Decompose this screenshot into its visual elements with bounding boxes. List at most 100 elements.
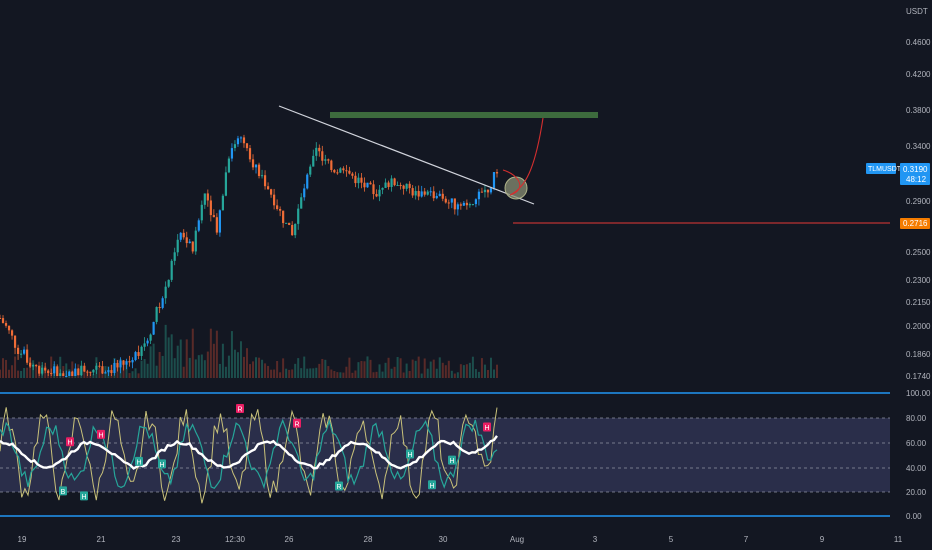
candle[interactable] (309, 164, 312, 178)
candle[interactable] (224, 166, 228, 197)
candle[interactable] (227, 156, 231, 174)
candle[interactable] (276, 199, 279, 211)
candle[interactable] (68, 370, 71, 376)
candle[interactable] (393, 177, 396, 187)
candle[interactable] (86, 369, 89, 376)
candle[interactable] (116, 359, 119, 372)
candle[interactable] (312, 149, 315, 167)
candle[interactable] (411, 185, 414, 198)
candle[interactable] (402, 184, 405, 195)
candle[interactable] (432, 186, 435, 202)
candle[interactable] (426, 189, 429, 196)
divergence-marker[interactable]: H (158, 459, 166, 469)
candle[interactable] (38, 365, 41, 376)
candle[interactable] (0, 314, 2, 319)
candle[interactable] (98, 361, 101, 368)
candle[interactable] (459, 202, 462, 210)
candle[interactable] (221, 193, 224, 211)
candle[interactable] (22, 346, 26, 356)
candle[interactable] (336, 169, 339, 175)
divergence-marker[interactable]: H (428, 480, 436, 490)
candle[interactable] (203, 193, 206, 209)
candle[interactable] (263, 170, 267, 190)
candle[interactable] (257, 162, 261, 179)
candle[interactable] (456, 202, 459, 216)
candle[interactable] (306, 173, 309, 190)
divergence-marker[interactable]: B (59, 486, 67, 496)
divergence-marker[interactable]: H (135, 456, 143, 467)
candle[interactable] (110, 364, 113, 376)
candle[interactable] (143, 337, 146, 351)
descending-trendline[interactable] (278, 105, 535, 205)
candle[interactable] (113, 358, 116, 376)
candle[interactable] (152, 321, 155, 336)
candle[interactable] (185, 231, 188, 248)
candle[interactable] (71, 370, 74, 376)
candle[interactable] (330, 159, 333, 173)
candle[interactable] (372, 180, 375, 200)
candle[interactable] (119, 357, 122, 374)
candle[interactable] (477, 188, 481, 206)
candle[interactable] (447, 199, 450, 209)
candle[interactable] (89, 371, 92, 376)
candle[interactable] (378, 184, 381, 202)
candle[interactable] (131, 357, 134, 369)
candle[interactable] (1, 315, 5, 324)
candle[interactable] (495, 169, 499, 178)
candle[interactable] (297, 204, 300, 230)
candle[interactable] (384, 178, 387, 188)
candle[interactable] (429, 187, 432, 197)
candle[interactable] (92, 369, 95, 376)
candle[interactable] (254, 164, 258, 174)
candle[interactable] (41, 362, 44, 376)
candle[interactable] (441, 188, 444, 202)
projection-curve[interactable] (502, 117, 544, 196)
candle[interactable] (342, 166, 345, 174)
candle[interactable] (333, 168, 336, 174)
candle[interactable] (176, 234, 179, 257)
candle[interactable] (230, 143, 234, 162)
candle[interactable] (327, 158, 330, 164)
candle[interactable] (480, 187, 484, 193)
breakout-marker[interactable] (504, 176, 528, 200)
candle[interactable] (161, 296, 164, 310)
candle[interactable] (13, 335, 17, 355)
candle[interactable] (453, 198, 456, 215)
candle[interactable] (248, 145, 252, 163)
candle[interactable] (417, 185, 420, 201)
price-axis[interactable]: USDT 0.4600 0.4200 0.3800 0.3400 0.2900 0.250… (906, 7, 931, 381)
candle[interactable] (179, 232, 182, 243)
candle[interactable] (4, 320, 8, 328)
candle[interactable] (318, 144, 321, 157)
candle[interactable] (483, 185, 487, 198)
candle[interactable] (294, 223, 297, 239)
candle[interactable] (182, 229, 185, 240)
candle[interactable] (10, 329, 14, 340)
candle[interactable] (291, 221, 294, 236)
candle[interactable] (486, 189, 490, 198)
candle[interactable] (19, 349, 23, 359)
candle[interactable] (188, 238, 191, 244)
candle[interactable] (408, 181, 411, 194)
candle[interactable] (450, 198, 453, 209)
divergence-marker[interactable]: H (80, 491, 88, 501)
divergence-marker[interactable]: H (483, 422, 491, 432)
candle[interactable] (146, 338, 149, 347)
candle[interactable] (492, 172, 496, 191)
candle[interactable] (212, 209, 215, 218)
candle[interactable] (345, 164, 348, 177)
candle[interactable] (218, 209, 221, 237)
candle[interactable] (471, 203, 475, 206)
target-zone[interactable] (330, 112, 598, 118)
candle[interactable] (465, 199, 468, 210)
candle[interactable] (134, 350, 137, 362)
candle[interactable] (44, 362, 47, 374)
candle[interactable] (468, 202, 471, 208)
candle[interactable] (369, 181, 372, 185)
candle[interactable] (173, 247, 176, 266)
candle[interactable] (32, 363, 35, 371)
candle[interactable] (62, 371, 65, 376)
candle[interactable] (396, 181, 399, 187)
candle[interactable] (357, 173, 360, 189)
